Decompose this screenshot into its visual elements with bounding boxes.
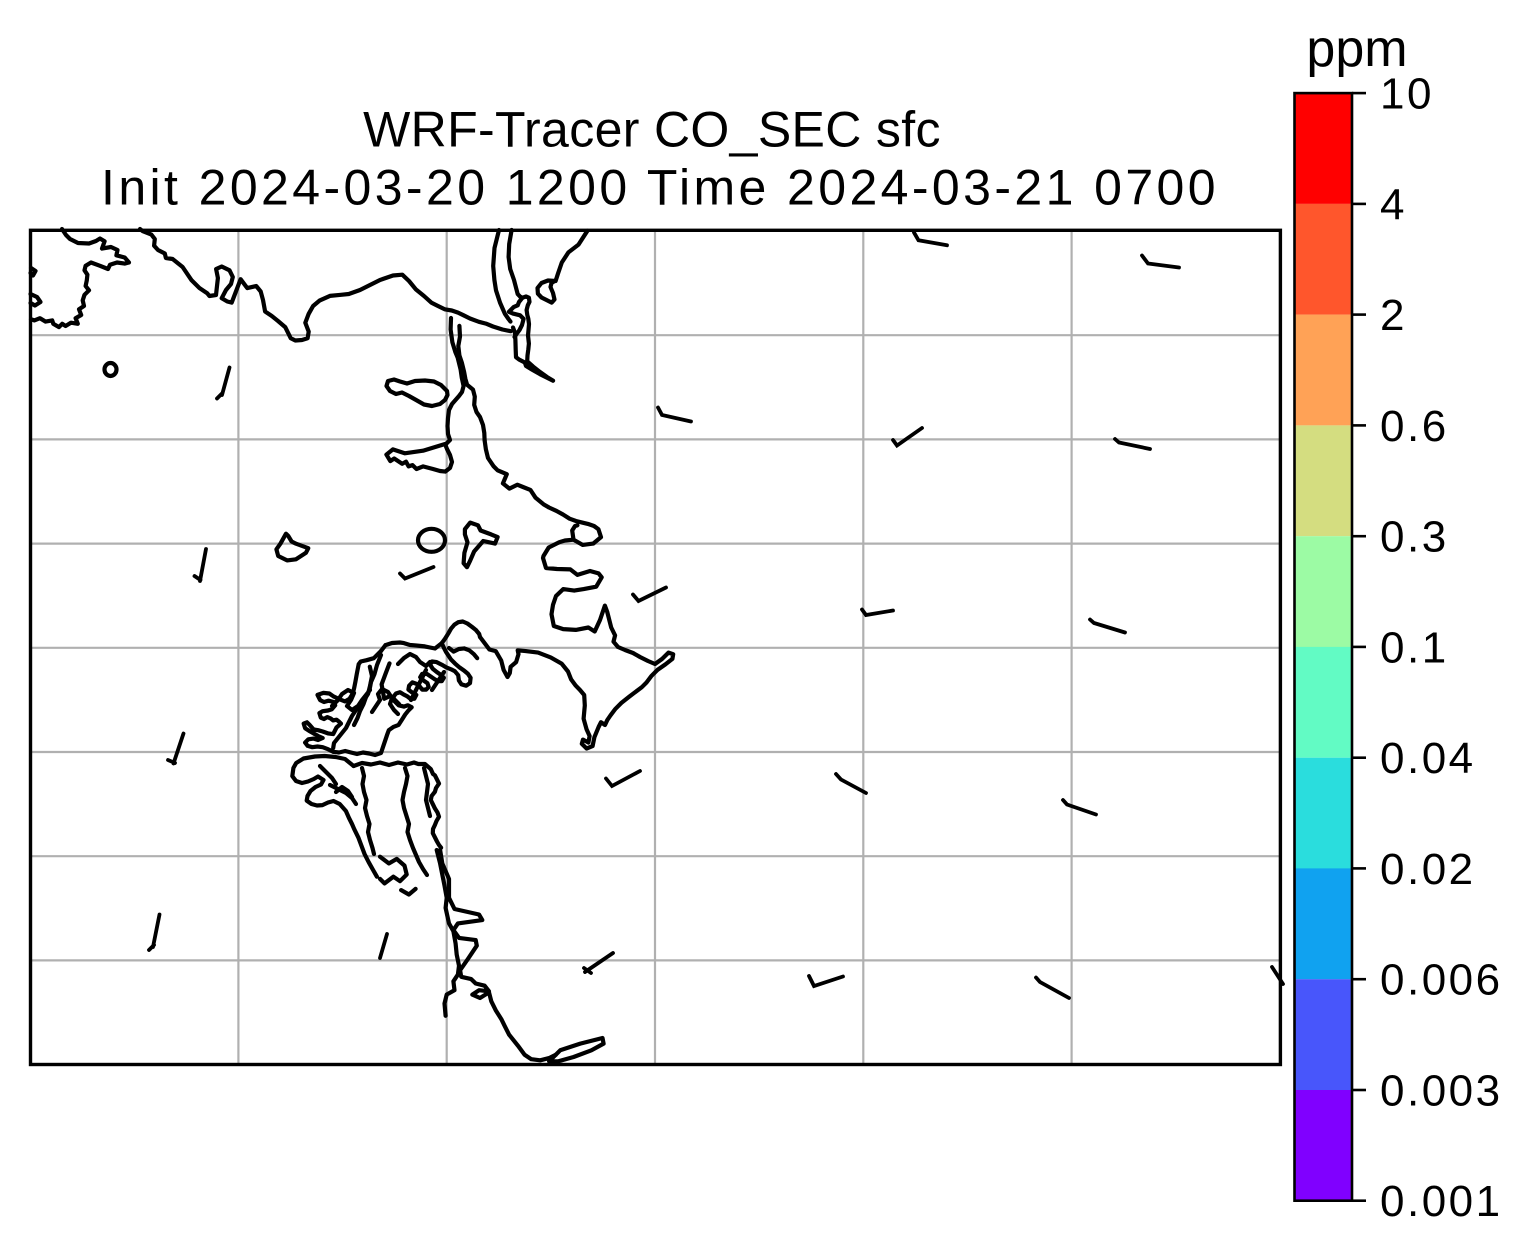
svg-text:0.006: 0.006 <box>1380 956 1503 1005</box>
svg-text:2: 2 <box>1380 291 1407 340</box>
svg-text:0.6: 0.6 <box>1380 402 1449 451</box>
svg-text:0.1: 0.1 <box>1380 623 1449 672</box>
svg-text:0.003: 0.003 <box>1380 1066 1503 1115</box>
svg-text:WRF-Tracer CO_SEC sfc: WRF-Tracer CO_SEC sfc <box>363 102 941 158</box>
svg-text:Init 2024-03-20 1200 Time 2024: Init 2024-03-20 1200 Time 2024-03-21 070… <box>101 160 1219 216</box>
svg-text:0.001: 0.001 <box>1380 1177 1503 1226</box>
svg-text:0.3: 0.3 <box>1380 513 1449 562</box>
svg-text:ppm: ppm <box>1306 20 1407 78</box>
svg-text:4: 4 <box>1380 180 1407 229</box>
svg-text:0.02: 0.02 <box>1380 845 1476 894</box>
svg-text:0.04: 0.04 <box>1380 734 1476 783</box>
svg-text:10: 10 <box>1380 70 1434 119</box>
